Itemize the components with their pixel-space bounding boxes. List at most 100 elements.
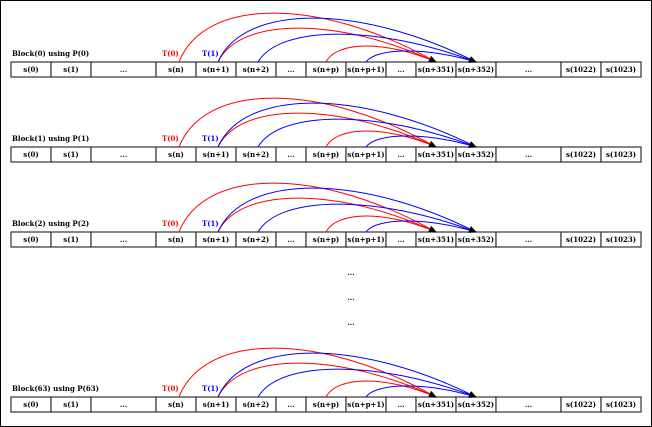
- cell-label: ...: [397, 235, 404, 244]
- cell-label: s(1023): [606, 235, 636, 244]
- dependency-arc: [325, 130, 437, 148]
- ellipsis: ...: [347, 318, 354, 327]
- dependency-arc: [217, 362, 437, 398]
- cell-label: s(n+352): [458, 65, 494, 74]
- cell-label: s(n+2): [243, 400, 269, 409]
- cell-label: s(n): [168, 150, 184, 159]
- cell-label: s(1023): [606, 150, 636, 159]
- thread-label-t1: T(1): [202, 134, 219, 143]
- cell-box: [600, 61, 642, 78]
- cell-label: s(1): [63, 65, 78, 74]
- cell-label: s(n): [168, 65, 184, 74]
- dependency-arc: [217, 17, 477, 63]
- dependency-arc: [365, 135, 477, 148]
- dependency-arc: [365, 50, 477, 63]
- thread-label-t1: T(1): [202, 219, 219, 228]
- dependency-arc: [325, 45, 437, 63]
- cell-label: s(n+351): [418, 235, 454, 244]
- cell-label: s(n+2): [243, 235, 269, 244]
- cell-label: ...: [397, 65, 404, 74]
- cell-label: s(n+1): [203, 235, 229, 244]
- dependency-arc: [217, 352, 477, 398]
- cell-label: s(n+352): [458, 235, 494, 244]
- block-label: Block(2) using P(2): [12, 219, 89, 228]
- cell-label: s(n+p): [313, 150, 339, 159]
- thread-label-t0: T(0): [162, 49, 179, 58]
- dependency-arc: [178, 12, 437, 63]
- cell-label: ...: [120, 235, 127, 244]
- cell-label: s(n+p): [313, 235, 339, 244]
- cell-label: s(n+2): [243, 65, 269, 74]
- cell-label: s(n+p): [313, 400, 339, 409]
- dependency-arc: [257, 118, 477, 148]
- cell-label: s(n+351): [418, 65, 454, 74]
- thread-label-t0: T(0): [162, 219, 179, 228]
- cell-label: s(n+1): [203, 400, 229, 409]
- cell-label: s(n): [168, 400, 184, 409]
- cell-box: [600, 146, 642, 163]
- cell-label: s(1023): [606, 65, 636, 74]
- cell-label: ...: [287, 235, 294, 244]
- cell-label: s(0): [23, 150, 38, 159]
- cell-label: s(1022): [566, 235, 596, 244]
- dependency-arc: [257, 368, 477, 398]
- cell-label: s(1022): [566, 400, 596, 409]
- cell-label: s(n+351): [418, 150, 454, 159]
- cell-label: s(n+p+1): [347, 150, 384, 159]
- dependency-arc: [217, 197, 437, 233]
- dependency-arc: [257, 203, 477, 233]
- cell-label: ...: [397, 400, 404, 409]
- block-label: Block(0) using P(0): [12, 49, 89, 58]
- cell-label: s(0): [23, 400, 38, 409]
- dependency-arc: [325, 215, 437, 233]
- dependency-arc: [217, 102, 477, 148]
- cell-label: s(1023): [606, 400, 636, 409]
- cell-label: s(n+1): [203, 65, 229, 74]
- cell-label: ...: [525, 400, 532, 409]
- cell-label: s(n+p): [313, 65, 339, 74]
- cell-label: s(n+351): [418, 400, 454, 409]
- ellipsis: ...: [347, 293, 354, 302]
- thread-label-t0: T(0): [162, 134, 179, 143]
- cell-label: s(n+352): [458, 400, 494, 409]
- cell-label: s(1): [63, 400, 78, 409]
- cell-label: ...: [397, 150, 404, 159]
- cell-label: ...: [120, 150, 127, 159]
- cell-box: [600, 396, 642, 413]
- cell-label: ...: [525, 235, 532, 244]
- dependency-arc: [217, 27, 437, 63]
- dependency-arc: [257, 33, 477, 63]
- cell-label: s(n+2): [243, 150, 269, 159]
- cell-label: ...: [120, 65, 127, 74]
- thread-label-t1: T(1): [202, 49, 219, 58]
- dependency-arc: [365, 220, 477, 233]
- cell-label: s(1022): [566, 150, 596, 159]
- cell-label: s(0): [23, 65, 38, 74]
- cell-label: s(1): [63, 150, 78, 159]
- cell-label: s(n+p+1): [347, 400, 384, 409]
- cell-label: s(n+p+1): [347, 65, 384, 74]
- cell-label: s(1): [63, 235, 78, 244]
- thread-label-t1: T(1): [202, 384, 219, 393]
- cell-label: ...: [120, 400, 127, 409]
- dependency-arc: [178, 97, 437, 148]
- thread-label-t0: T(0): [162, 384, 179, 393]
- cell-label: s(n+1): [203, 150, 229, 159]
- dependency-arc: [217, 112, 437, 148]
- cell-label: ...: [287, 65, 294, 74]
- dependency-arc: [217, 187, 477, 233]
- block-0: Block(0) using P(0) T(0) T(1) s(0) s(1)... s(…: [10, 12, 642, 78]
- cell-label: s(n+352): [458, 150, 494, 159]
- block-label: Block(1) using P(1): [12, 134, 89, 143]
- cell-box: [600, 231, 642, 248]
- block-1: Block(1) using P(1) T(0) T(1) s(0) s(1)... s(…: [10, 97, 642, 163]
- ellipsis: ...: [347, 268, 354, 277]
- cell-label: s(n+p+1): [347, 235, 384, 244]
- block-3: Block(63) using P(63) T(0) T(1) s(0) s(1)...…: [10, 347, 642, 413]
- block-2: Block(2) using P(2) T(0) T(1) s(0) s(1)... s(…: [10, 182, 642, 248]
- cell-label: ...: [525, 65, 532, 74]
- cell-label: s(0): [23, 235, 38, 244]
- dependency-arc: [325, 380, 437, 398]
- cell-label: ...: [287, 400, 294, 409]
